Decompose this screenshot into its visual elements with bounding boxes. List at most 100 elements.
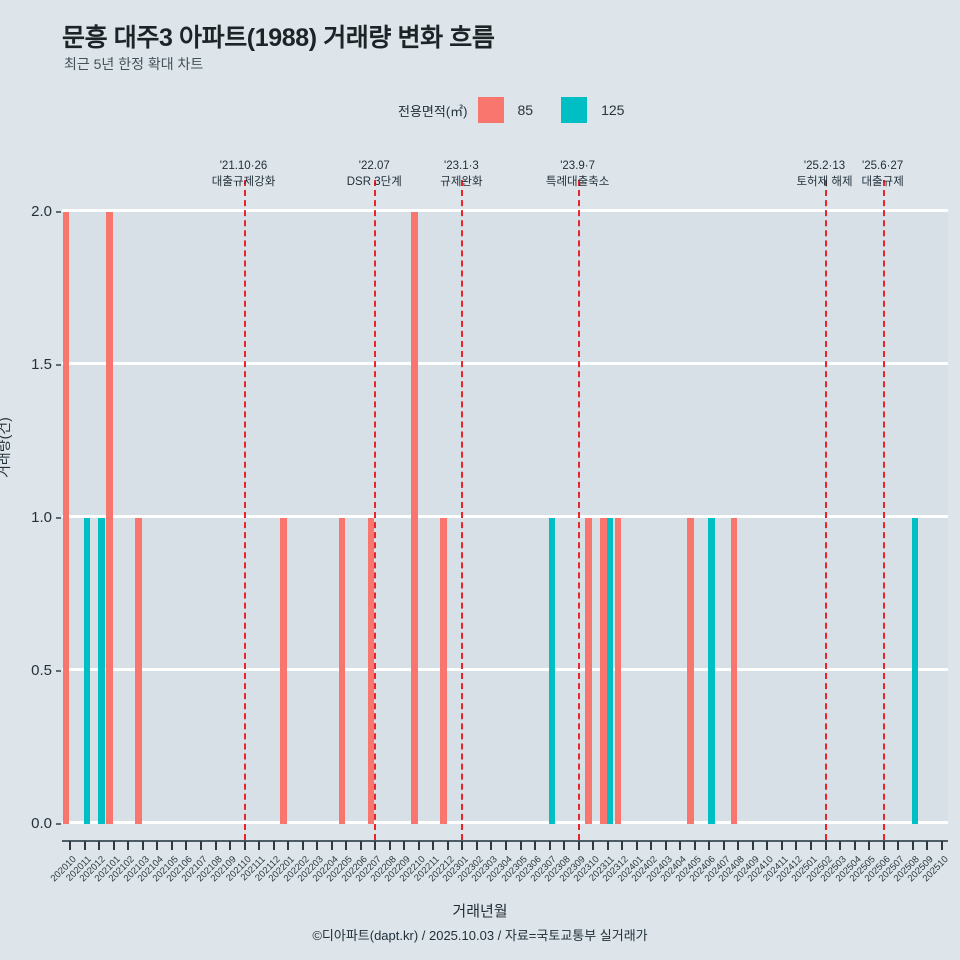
- bar-85-202408[interactable]: [730, 518, 738, 824]
- bar-85-202010[interactable]: [62, 212, 70, 824]
- x-tick-mark: [664, 841, 667, 850]
- x-tick-mark: [722, 841, 725, 850]
- x-tick-mark: [417, 841, 420, 850]
- x-tick-mark: [461, 841, 464, 850]
- x-tick-mark: [475, 841, 478, 850]
- x-tick-mark: [577, 841, 580, 850]
- bar-125-202012[interactable]: [98, 518, 105, 824]
- bar-125-202311[interactable]: [606, 518, 614, 824]
- x-tick-mark: [621, 841, 624, 850]
- bar-85-202207[interactable]: [367, 518, 375, 824]
- bar-125-202011[interactable]: [83, 518, 91, 824]
- annotation-202506: '25.6·27 대출규제: [823, 158, 943, 190]
- annotation-date: '25.2·13: [803, 160, 846, 172]
- x-tick-mark: [940, 841, 943, 850]
- annotation-202502: '25.2·13 토허제 해제: [765, 158, 885, 190]
- x-tick-mark: [141, 841, 144, 850]
- x-tick-mark: [170, 841, 173, 850]
- x-tick-mark: [766, 841, 769, 850]
- x-tick-mark: [388, 841, 391, 850]
- x-tick-mark: [316, 841, 319, 850]
- annotation-line-202207: [374, 180, 377, 840]
- x-tick-mark: [490, 841, 493, 850]
- gridline: [62, 668, 948, 671]
- footer-credit: ©디아파트(dapt.kr) / 2025.10.03 / 자료=국토교통부 실…: [312, 928, 648, 943]
- legend-label-125: 125: [601, 102, 625, 118]
- gridline: [62, 821, 948, 824]
- x-tick-mark: [810, 841, 813, 850]
- annotation-text: 대출규제: [861, 176, 904, 188]
- x-tick-mark: [795, 841, 798, 850]
- annotation-line-202309: [577, 180, 580, 840]
- bar-85-202205[interactable]: [338, 518, 346, 824]
- x-tick-mark: [897, 841, 900, 850]
- y-tick-mark: [56, 517, 61, 519]
- bar-85-202310[interactable]: [585, 518, 593, 824]
- y-tick-label: 1.5: [31, 356, 52, 373]
- x-tick-mark: [780, 841, 783, 850]
- annotation-text: 규제완화: [440, 176, 483, 188]
- x-tick-mark: [592, 841, 595, 850]
- x-tick-mark: [926, 841, 929, 850]
- x-tick-mark: [606, 841, 609, 850]
- x-tick-mark: [635, 841, 638, 850]
- annotation-text: 토허제 해제: [796, 176, 853, 188]
- x-tick-mark: [83, 841, 86, 850]
- x-tick-mark: [345, 841, 348, 850]
- annotation-date: '22.07: [358, 160, 390, 172]
- bar-85-202312[interactable]: [614, 518, 622, 824]
- x-tick-mark: [272, 841, 275, 850]
- x-tick-mark: [737, 841, 740, 850]
- annotation-text: DSR 3단계: [346, 176, 402, 188]
- x-tick-mark: [693, 841, 696, 850]
- annotation-date: '23.9·7: [560, 160, 596, 172]
- x-tick-mark: [403, 841, 406, 850]
- bar-85-202103[interactable]: [135, 518, 142, 824]
- annotation-date: '21.10·26: [219, 160, 268, 172]
- x-tick-mark: [432, 841, 435, 850]
- annotation-line-202301: [461, 180, 464, 840]
- legend-item-125[interactable]: 125: [561, 97, 652, 123]
- x-tick-mark: [287, 841, 290, 850]
- bar-125-202508[interactable]: [911, 518, 919, 824]
- bar-125-202307[interactable]: [548, 518, 556, 824]
- annotation-202110: '21.10·26 대출규제강화: [184, 158, 304, 190]
- legend-swatch-125: [561, 97, 588, 123]
- x-axis-label: 거래년월: [452, 903, 508, 920]
- gridline: [62, 515, 948, 518]
- bar-125-202406[interactable]: [708, 518, 716, 824]
- x-tick-mark: [112, 841, 115, 850]
- annotation-202301: '23.1·3 규제완화: [401, 158, 521, 190]
- x-tick-mark: [359, 841, 362, 850]
- x-tick-mark: [839, 841, 842, 850]
- x-tick-mark: [911, 841, 914, 850]
- legend: 전용면적(㎡) 85 125: [398, 96, 652, 124]
- x-tick-mark: [519, 841, 522, 850]
- x-tick-mark: [374, 841, 377, 850]
- annotation-date: '23.1·3: [444, 160, 479, 172]
- annotation-text: 특례대출축소: [545, 176, 610, 188]
- x-tick-mark: [229, 841, 232, 850]
- bar-85-202311[interactable]: [599, 518, 607, 824]
- x-tick-mark: [853, 841, 856, 850]
- bar-85-202210[interactable]: [411, 212, 418, 824]
- x-tick-mark: [330, 841, 333, 850]
- bar-85-202101[interactable]: [106, 212, 113, 824]
- x-tick-mark: [708, 841, 711, 850]
- x-tick-mark: [505, 841, 507, 850]
- annotation-text: 대출규제강화: [211, 176, 276, 188]
- bar-85-202405[interactable]: [687, 518, 694, 824]
- x-tick-mark: [679, 841, 682, 850]
- bar-85-202212[interactable]: [440, 518, 447, 824]
- y-tick-mark: [56, 364, 61, 366]
- legend-item-85[interactable]: 85: [477, 97, 562, 123]
- bar-85-202201[interactable]: [280, 518, 288, 824]
- x-tick-mark: [127, 841, 130, 850]
- y-tick-label: 0.0: [31, 815, 52, 832]
- x-tick-mark: [243, 841, 246, 850]
- legend-title: 전용면적(㎡): [398, 103, 468, 119]
- y-axis-label: 거래량(건): [0, 417, 12, 478]
- gridline: [62, 209, 948, 212]
- legend-swatch-85: [477, 97, 504, 123]
